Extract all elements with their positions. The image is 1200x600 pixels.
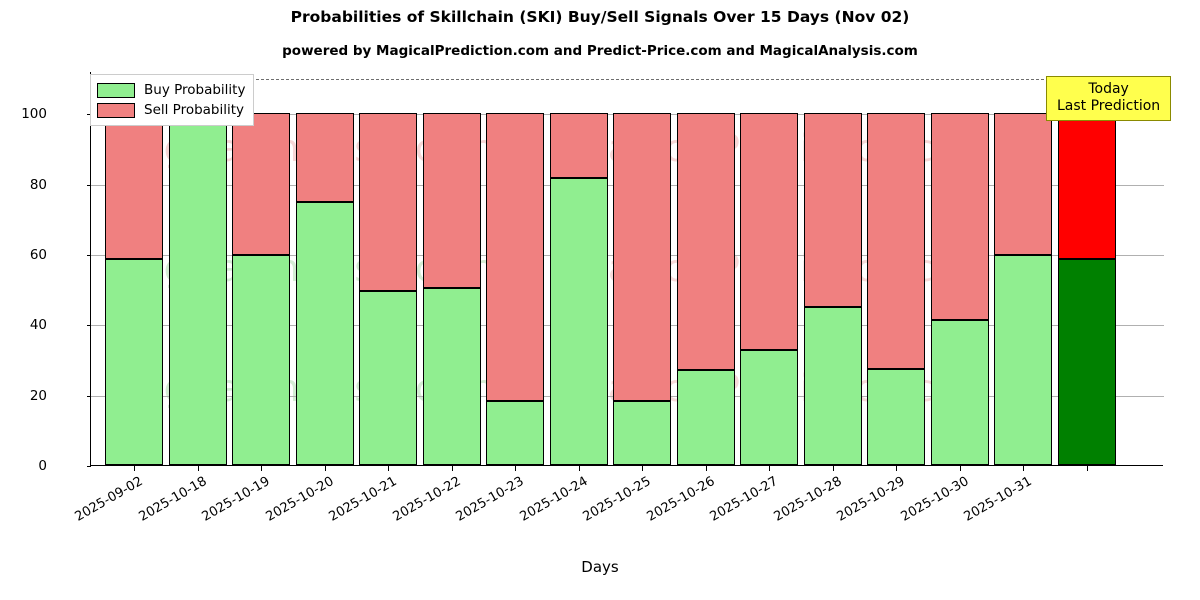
- chart-legend: Buy Probability Sell Probability: [90, 74, 255, 126]
- today-annotation-line1: Today: [1088, 81, 1129, 97]
- x-tick-mark: [197, 466, 199, 471]
- plot-area: MagicalAnalysis.comMagicalAnalysis.comMa…: [21, 71, 1164, 525]
- x-tick-mark: [578, 466, 580, 471]
- x-tick-mark: [388, 466, 389, 471]
- y-tick-label: 20: [29, 387, 47, 404]
- bar-segment-buy[interactable]: [359, 290, 417, 465]
- x-tick-mark: [642, 466, 643, 471]
- bar-segment-buy[interactable]: [486, 400, 544, 465]
- bar-segment-sell[interactable]: [549, 113, 608, 178]
- legend-label-sell: Sell Probability: [144, 102, 245, 118]
- x-tick-mark: [1086, 466, 1088, 471]
- bar[interactable]: [994, 71, 1052, 465]
- bar-segment-sell[interactable]: [105, 113, 163, 260]
- bar[interactable]: [867, 71, 925, 465]
- bar[interactable]: [295, 71, 354, 465]
- bar-segment-buy[interactable]: [803, 306, 862, 465]
- bar[interactable]: [803, 71, 862, 465]
- bar[interactable]: [930, 71, 989, 465]
- bar-segment-sell[interactable]: [867, 113, 925, 369]
- chart-title: Probabilities of Skillchain (SKI) Buy/Se…: [290, 8, 910, 26]
- x-tick-mark: [959, 466, 961, 471]
- y-tick-label: 80: [29, 176, 47, 193]
- legend-label-buy: Buy Probability: [144, 82, 246, 98]
- x-tick-mark: [134, 466, 135, 471]
- legend-swatch-buy-icon: [97, 82, 135, 98]
- bar-segment-buy[interactable]: [867, 368, 925, 465]
- bar[interactable]: [613, 71, 671, 465]
- bar[interactable]: [549, 71, 608, 465]
- y-tick-mark: [86, 466, 91, 467]
- bar[interactable]: [105, 71, 163, 465]
- bar-segment-buy[interactable]: [422, 288, 481, 465]
- bar-segment-buy[interactable]: [295, 201, 354, 465]
- x-axis-label: Days: [581, 558, 619, 576]
- y-tick-label: 100: [21, 106, 47, 123]
- x-tick-mark: [261, 466, 262, 471]
- chart-subtitle: powered by MagicalPrediction.com and Pre…: [282, 43, 918, 59]
- bar-segment-buy[interactable]: [232, 255, 290, 465]
- bar-segment-buy[interactable]: [613, 400, 671, 465]
- bar-today[interactable]: [1057, 71, 1116, 465]
- bar-segment-sell[interactable]: [930, 113, 989, 320]
- today-annotation: Today Last Prediction: [1046, 76, 1172, 121]
- bar[interactable]: [486, 71, 544, 465]
- reference-dashed-line: [91, 79, 1164, 81]
- y-tick-mark: [86, 325, 91, 327]
- legend-swatch-sell-icon: [97, 102, 135, 118]
- y-tick-mark: [86, 114, 91, 116]
- y-tick-mark: [86, 395, 91, 397]
- bar-segment-sell[interactable]: [359, 113, 417, 291]
- x-tick-mark: [1023, 466, 1024, 471]
- legend-item-sell: Sell Probability: [97, 100, 245, 120]
- bar-segment-buy[interactable]: [740, 349, 798, 465]
- bar-segment-buy[interactable]: [930, 319, 989, 465]
- bar-segment-sell[interactable]: [740, 113, 798, 350]
- bar-segment-buy[interactable]: [994, 255, 1052, 465]
- bar-segment-sell[interactable]: [232, 113, 290, 256]
- legend-item-buy: Buy Probability: [97, 80, 245, 100]
- x-tick-mark: [324, 466, 326, 471]
- bar-segment-buy[interactable]: [105, 259, 163, 465]
- bar-segment-buy[interactable]: [676, 370, 735, 465]
- bar-segment-sell[interactable]: [803, 113, 862, 307]
- y-tick-label: 60: [29, 246, 47, 263]
- y-tick-mark: [86, 184, 91, 186]
- x-tick-mark: [769, 466, 770, 471]
- bar[interactable]: [740, 71, 798, 465]
- bar-segment-sell[interactable]: [676, 113, 735, 371]
- x-tick-mark: [832, 466, 834, 471]
- y-tick-mark: [86, 254, 91, 256]
- bar-segment-sell[interactable]: [486, 113, 544, 401]
- x-tick-mark: [515, 466, 516, 471]
- today-annotation-line2: Last Prediction: [1057, 98, 1161, 114]
- y-tick-label: 40: [29, 317, 47, 334]
- bar-segment-sell[interactable]: [295, 113, 354, 202]
- x-tick-mark: [896, 466, 897, 471]
- bar[interactable]: [359, 71, 417, 465]
- bar-segment-buy[interactable]: [168, 113, 227, 465]
- bar[interactable]: [232, 71, 290, 465]
- bar-segment-sell[interactable]: [422, 113, 481, 289]
- x-tick-mark: [705, 466, 707, 471]
- bar[interactable]: [676, 71, 735, 465]
- bar-segment-buy[interactable]: [1057, 258, 1116, 465]
- x-tick-mark: [451, 466, 453, 471]
- bar-segment-buy[interactable]: [549, 177, 608, 465]
- bar-segment-sell[interactable]: [994, 113, 1052, 256]
- bar[interactable]: [168, 71, 227, 465]
- bar-segment-sell[interactable]: [613, 113, 671, 401]
- bar-segment-sell[interactable]: [1057, 113, 1116, 259]
- bar[interactable]: [422, 71, 481, 465]
- y-tick-label: 0: [38, 458, 47, 474]
